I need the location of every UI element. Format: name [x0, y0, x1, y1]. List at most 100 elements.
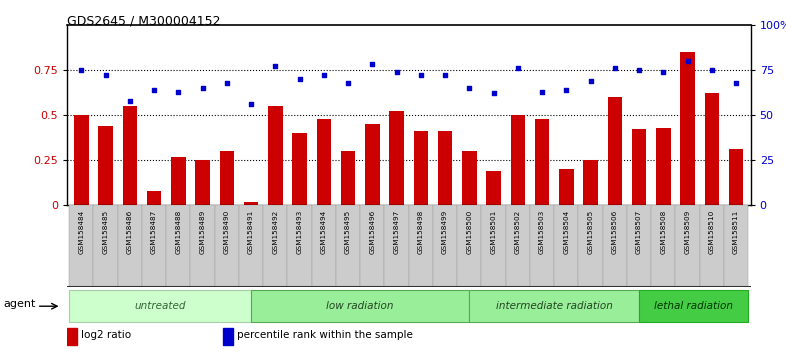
Text: GSM158485: GSM158485 — [103, 209, 108, 253]
Bar — [724, 205, 748, 287]
Text: GSM158484: GSM158484 — [79, 209, 84, 253]
Bar — [288, 205, 312, 287]
Bar — [166, 205, 190, 287]
Bar — [263, 205, 288, 287]
Bar — [215, 205, 239, 287]
Bar — [603, 205, 627, 287]
Bar — [219, 151, 234, 205]
Bar — [487, 171, 501, 205]
Bar — [457, 205, 482, 287]
Text: GSM158486: GSM158486 — [127, 209, 133, 253]
Point — [560, 87, 573, 93]
Text: low radiation: low radiation — [326, 301, 394, 311]
Text: GSM158493: GSM158493 — [296, 209, 303, 253]
Text: GSM158497: GSM158497 — [394, 209, 399, 253]
Text: GSM158511: GSM158511 — [733, 209, 739, 253]
Bar — [268, 106, 283, 205]
Text: GSM158491: GSM158491 — [248, 209, 254, 253]
Bar — [704, 93, 719, 205]
Point — [172, 89, 185, 95]
Bar — [69, 205, 94, 287]
Point — [463, 85, 476, 91]
Text: GSM158496: GSM158496 — [369, 209, 376, 253]
Bar — [608, 97, 622, 205]
Bar — [341, 151, 355, 205]
Point — [536, 89, 549, 95]
Text: GSM158499: GSM158499 — [442, 209, 448, 253]
Bar — [578, 205, 603, 287]
Bar — [469, 290, 639, 322]
Text: GSM158498: GSM158498 — [418, 209, 424, 253]
Text: GSM158489: GSM158489 — [200, 209, 206, 253]
Bar — [627, 205, 652, 287]
Bar — [409, 205, 433, 287]
Point — [633, 67, 645, 73]
Text: GDS2645 / M300004152: GDS2645 / M300004152 — [67, 14, 220, 27]
Bar — [69, 290, 251, 322]
Bar — [656, 128, 670, 205]
Bar — [583, 160, 598, 205]
Point — [706, 67, 718, 73]
Text: GSM158506: GSM158506 — [612, 209, 618, 253]
Bar — [222, 328, 233, 345]
Bar — [190, 205, 215, 287]
Point — [221, 80, 233, 85]
Bar — [729, 149, 744, 205]
Text: GSM158488: GSM158488 — [175, 209, 182, 253]
Text: intermediate radiation: intermediate radiation — [496, 301, 612, 311]
Text: GSM158504: GSM158504 — [564, 209, 569, 253]
Bar — [67, 328, 77, 345]
Text: GSM158500: GSM158500 — [466, 209, 472, 253]
Bar — [530, 205, 554, 287]
Bar — [505, 205, 530, 287]
Point — [657, 69, 670, 75]
Bar — [413, 131, 428, 205]
Bar — [554, 205, 578, 287]
Point — [99, 73, 112, 78]
Bar — [389, 112, 404, 205]
Bar — [142, 205, 166, 287]
Point — [123, 98, 136, 103]
Text: GSM158505: GSM158505 — [588, 209, 593, 253]
Bar — [94, 205, 118, 287]
Text: lethal radiation: lethal radiation — [654, 301, 733, 311]
Point — [608, 65, 621, 71]
Bar — [681, 52, 695, 205]
Text: GSM158509: GSM158509 — [685, 209, 691, 253]
Text: GSM158490: GSM158490 — [224, 209, 230, 253]
Bar — [98, 126, 113, 205]
Bar — [482, 205, 505, 287]
Bar — [292, 133, 307, 205]
Text: GSM158495: GSM158495 — [345, 209, 351, 253]
Bar — [312, 205, 336, 287]
Bar — [239, 205, 263, 287]
Text: GSM158494: GSM158494 — [321, 209, 327, 253]
Point — [512, 65, 524, 71]
Bar — [171, 156, 185, 205]
Text: untreated: untreated — [134, 301, 186, 311]
Bar — [433, 205, 457, 287]
Bar — [74, 115, 89, 205]
Bar — [675, 205, 700, 287]
Point — [487, 91, 500, 96]
Bar — [438, 131, 453, 205]
Point — [293, 76, 306, 82]
Bar — [639, 290, 748, 322]
Bar — [559, 169, 574, 205]
Bar — [384, 205, 409, 287]
Text: GSM158510: GSM158510 — [709, 209, 714, 253]
Text: GSM158487: GSM158487 — [151, 209, 157, 253]
Bar — [462, 151, 476, 205]
Point — [318, 73, 330, 78]
Bar — [534, 119, 549, 205]
Point — [342, 80, 354, 85]
Bar — [123, 106, 137, 205]
Point — [148, 87, 160, 93]
Bar — [652, 205, 675, 287]
Point — [414, 73, 427, 78]
Text: GSM158503: GSM158503 — [539, 209, 545, 253]
Point — [269, 63, 281, 69]
Text: agent: agent — [3, 299, 35, 309]
Point — [391, 69, 403, 75]
Text: GSM158507: GSM158507 — [636, 209, 642, 253]
